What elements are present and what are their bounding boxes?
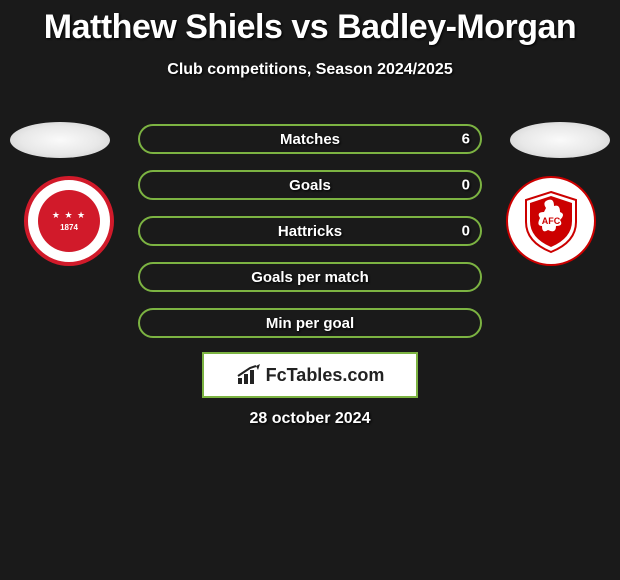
club-right-crest-icon: AFC (516, 186, 586, 256)
club-left-year: 1874 (60, 223, 78, 232)
club-badge-right: AFC (506, 176, 596, 266)
stat-bar-goals-per-match: Goals per match (138, 262, 482, 292)
player-left-avatar (10, 122, 110, 158)
club-left-inner: ★ ★ ★ 1874 (38, 190, 100, 252)
date-label: 28 october 2024 (0, 410, 620, 428)
stat-label: Min per goal (266, 315, 354, 332)
stat-value-right: 0 (462, 177, 470, 194)
stat-bars: Matches 6 Goals 0 Hattricks 0 Goals per … (138, 124, 482, 354)
stat-label: Goals (289, 177, 331, 194)
brand-chart-icon (236, 364, 262, 386)
stat-value-right: 6 (462, 131, 470, 148)
brand-label: FcTables.com (266, 365, 385, 386)
stat-bar-goals: Goals 0 (138, 170, 482, 200)
stat-label: Matches (280, 131, 340, 148)
subtitle: Club competitions, Season 2024/2025 (0, 61, 620, 79)
brand-box: FcTables.com (202, 352, 418, 398)
club-left-stars-icon: ★ ★ ★ (52, 210, 86, 221)
stat-value-right: 0 (462, 223, 470, 240)
stat-bar-min-per-goal: Min per goal (138, 308, 482, 338)
stat-bar-hattricks: Hattricks 0 (138, 216, 482, 246)
stat-bar-matches: Matches 6 (138, 124, 482, 154)
stat-label: Hattricks (278, 223, 342, 240)
club-right-code: AFC (542, 216, 561, 226)
stat-label: Goals per match (251, 269, 369, 286)
club-badge-left: ★ ★ ★ 1874 (24, 176, 114, 266)
player-right-avatar (510, 122, 610, 158)
page-title: Matthew Shiels vs Badley-Morgan (0, 0, 620, 47)
